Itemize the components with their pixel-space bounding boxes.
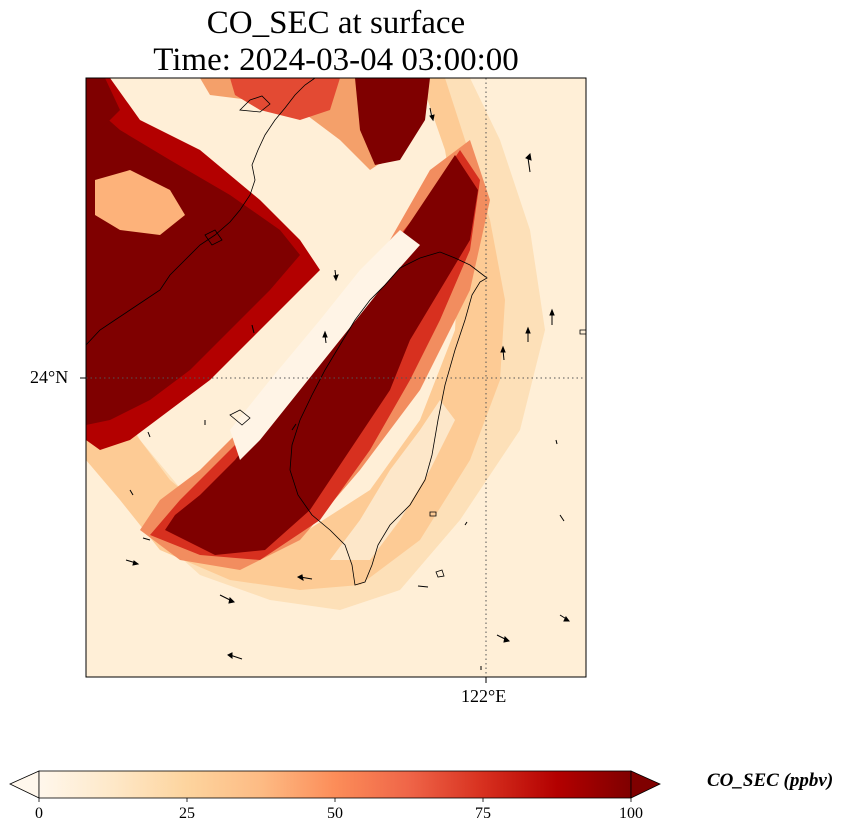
latitude-tick-label: 24°N: [30, 367, 69, 387]
map-title: CO_SEC at surface: [206, 5, 466, 41]
map-time-subtitle: Time: 2024-03-04 03:00:00: [153, 42, 519, 78]
colorbar-label: CO_SEC (ppbv): [707, 770, 834, 791]
map-plot: [80, 77, 587, 683]
colorbar-tick-label: 75: [475, 805, 491, 822]
china-coastline: [86, 78, 316, 346]
colorbar-tick-label: 100: [619, 805, 643, 822]
map-frame: [85, 77, 587, 678]
longitude-tick-label: 122°E: [461, 686, 507, 706]
gridlines: [86, 78, 586, 677]
wind-vectors: [125, 107, 570, 670]
taiwan-coastline: [289, 251, 488, 586]
colorbar: [9, 770, 661, 802]
coastlines: [86, 78, 586, 586]
colorbar-tick-label: 50: [327, 805, 343, 822]
colorbar-tick-label: 25: [179, 805, 195, 822]
colorbar-min-extend: [9, 770, 40, 799]
colorbar-max-extend: [630, 770, 661, 799]
colorbar-tick-label: 0: [35, 805, 43, 822]
colorbar-gradient: [38, 770, 632, 799]
concentration-field: [86, 78, 586, 677]
